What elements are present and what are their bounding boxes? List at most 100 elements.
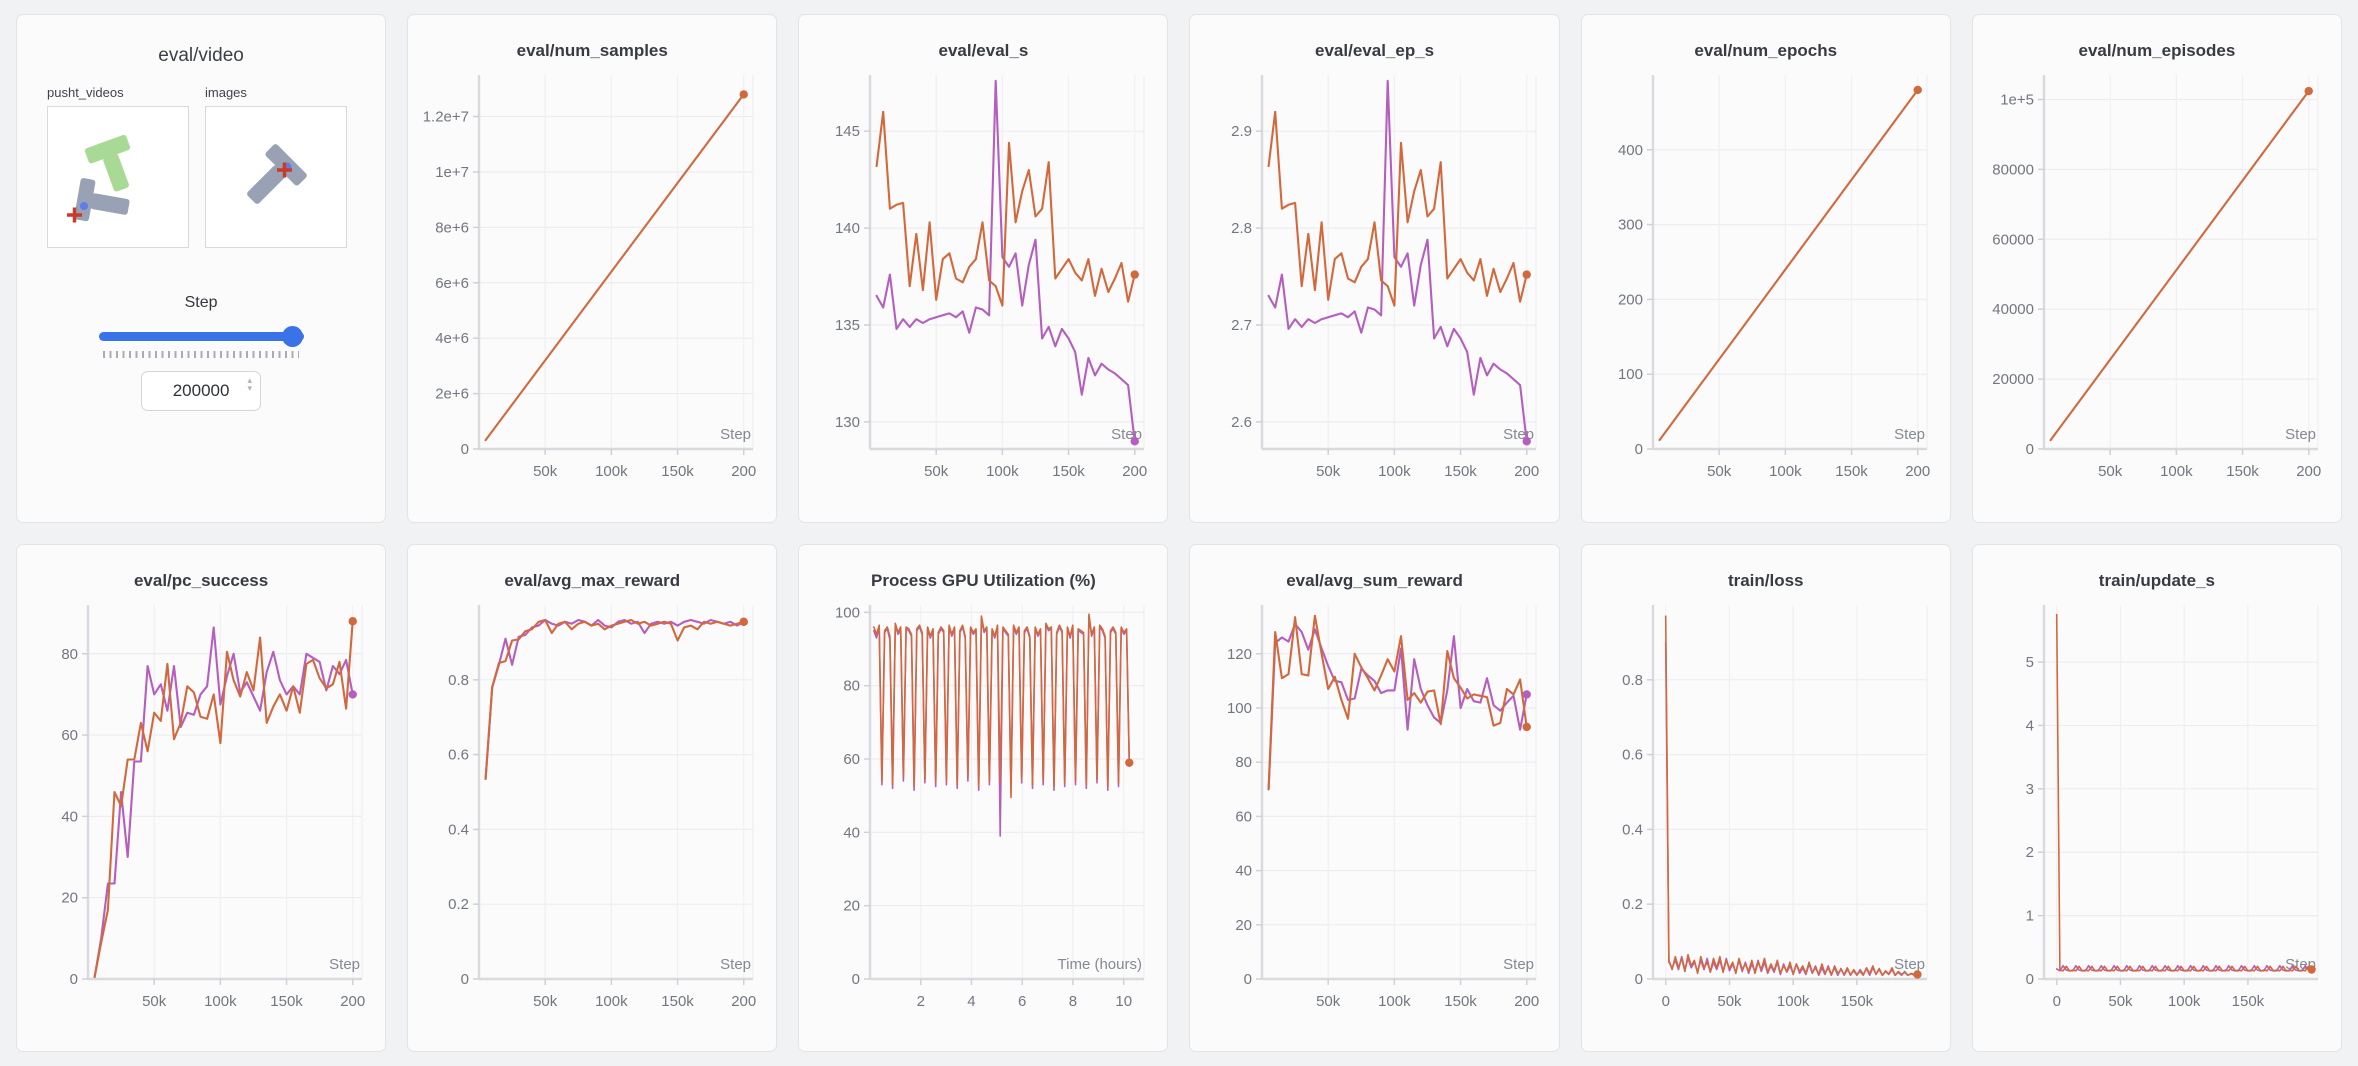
line-chart-num-samples[interactable]: 0 2e+6 4e+6 6e+6 8e+6 1e+7 1.2e+7 50k 100k 150k 20… bbox=[421, 67, 763, 503]
slider-thumb[interactable] bbox=[281, 326, 303, 347]
svg-text:Step: Step bbox=[329, 956, 360, 973]
svg-text:50k: 50k bbox=[142, 993, 167, 1010]
svg-text:Step: Step bbox=[1894, 426, 1925, 443]
svg-text:300: 300 bbox=[1618, 217, 1643, 234]
panel-eval-pc-success[interactable]: eval/pc_success 0 20 40 60 80 50k 100k 150k 200 S… bbox=[16, 543, 387, 1052]
svg-text:50k: 50k bbox=[533, 993, 558, 1010]
svg-text:1: 1 bbox=[2026, 907, 2034, 924]
svg-text:40: 40 bbox=[61, 808, 78, 825]
svg-text:0.8: 0.8 bbox=[448, 671, 469, 688]
step-value: 200000 bbox=[172, 381, 230, 400]
svg-text:50k: 50k bbox=[1707, 463, 1732, 480]
svg-text:100k: 100k bbox=[204, 993, 237, 1010]
slider-track[interactable] bbox=[98, 332, 304, 341]
svg-text:50k: 50k bbox=[2108, 993, 2133, 1010]
svg-text:100k: 100k bbox=[1769, 463, 1802, 480]
svg-text:Step: Step bbox=[1503, 956, 1534, 973]
svg-text:2.7: 2.7 bbox=[1231, 317, 1252, 334]
gray-tee-shape bbox=[74, 178, 130, 222]
chart-title: eval/eval_ep_s bbox=[1315, 41, 1435, 60]
line-chart-num-episodes[interactable]: 0 20000 40000 60000 80000 1e+5 50k 100k 150k 200 S… bbox=[1986, 67, 2328, 503]
panel-train-update-s[interactable]: train/update_s 0 1 2 3 4 5 0 50k 100k 150k Step bbox=[1971, 543, 2342, 1052]
svg-text:200: 200 bbox=[1618, 291, 1643, 308]
svg-text:0: 0 bbox=[461, 441, 469, 458]
line-chart-avg-max-reward[interactable]: 0 0.2 0.4 0.6 0.8 50k 100k 150k 200 Step bbox=[421, 597, 763, 1033]
spinner-up-icon[interactable]: ▴ bbox=[247, 375, 253, 385]
panel-eval-num-samples[interactable]: eval/num_samples 0 2e+6 4e+6 6e+6 8e+6 1e+7 1.… bbox=[407, 14, 778, 523]
svg-text:130: 130 bbox=[835, 414, 860, 431]
svg-text:2: 2 bbox=[2026, 844, 2034, 861]
svg-text:2e+6: 2e+6 bbox=[435, 386, 469, 403]
svg-text:140: 140 bbox=[835, 220, 860, 237]
panel-eval-eval-s[interactable]: eval/eval_s 130 135 140 145 50k 100k 150k 200 St… bbox=[798, 14, 1169, 523]
number-spinner: ▴ ▾ bbox=[247, 375, 253, 393]
svg-text:145: 145 bbox=[835, 123, 860, 140]
panel-eval-avg-max-reward[interactable]: eval/avg_max_reward 0 0.2 0.4 0.6 0.8 50k 100k… bbox=[407, 543, 778, 1052]
svg-text:150k: 150k bbox=[1444, 463, 1477, 480]
svg-text:150k: 150k bbox=[2232, 993, 2265, 1010]
line-chart-num-epochs[interactable]: 0 100 200 300 400 50k 100k 150k 200 Step bbox=[1595, 67, 1937, 503]
svg-text:200: 200 bbox=[1514, 463, 1539, 480]
pusht-video-thumbnail[interactable] bbox=[47, 106, 189, 248]
svg-text:Step: Step bbox=[2285, 426, 2316, 443]
line-chart-avg-sum-reward[interactable]: 0 20 40 60 80 100 120 50k 100k 150k 200 Step bbox=[1204, 597, 1546, 1033]
target-cross-icon bbox=[67, 207, 82, 223]
svg-text:100k: 100k bbox=[1777, 993, 1810, 1010]
svg-text:8e+6: 8e+6 bbox=[435, 219, 469, 236]
images-thumbnail[interactable] bbox=[205, 106, 347, 248]
svg-text:1.2e+7: 1.2e+7 bbox=[423, 109, 469, 126]
panel-eval-num-epochs[interactable]: eval/num_epochs 0 100 200 300 400 50k 100k 150k… bbox=[1580, 14, 1951, 523]
chart-title: Process GPU Utilization (%) bbox=[870, 570, 1096, 590]
chart-title: eval/avg_sum_reward bbox=[1286, 570, 1463, 590]
svg-text:100k: 100k bbox=[595, 463, 628, 480]
svg-text:Time (hours): Time (hours) bbox=[1058, 956, 1142, 973]
svg-text:120: 120 bbox=[1227, 645, 1252, 662]
svg-text:1e+5: 1e+5 bbox=[2000, 91, 2034, 108]
chart-title: eval/pc_success bbox=[133, 570, 269, 590]
svg-text:100k: 100k bbox=[595, 993, 628, 1010]
media-row: pusht_videos images bbox=[17, 85, 385, 248]
panel-eval-video[interactable]: eval/video pusht_videos bbox=[16, 14, 387, 523]
svg-text:100: 100 bbox=[835, 604, 860, 621]
panel-gpu-utilization[interactable]: Process GPU Utilization (%) 0 20 40 60 80 100… bbox=[798, 543, 1169, 1052]
media-item-pusht-videos: pusht_videos bbox=[47, 85, 189, 248]
svg-text:60: 60 bbox=[1235, 808, 1252, 825]
panel-train-loss[interactable]: train/loss 0 0.2 0.4 0.6 0.8 0 50k 100k 150k Step bbox=[1580, 543, 1951, 1052]
svg-text:10: 10 bbox=[1116, 993, 1133, 1010]
svg-text:50k: 50k bbox=[1316, 463, 1341, 480]
svg-text:Step: Step bbox=[1894, 956, 1925, 973]
chart-title: eval/num_samples bbox=[516, 41, 668, 60]
line-chart-pc-success[interactable]: 0 20 40 60 80 50k 100k 150k 200 Step bbox=[30, 597, 372, 1033]
step-number-input[interactable]: 200000 ▴ ▾ bbox=[141, 371, 262, 411]
gray-tee-shape bbox=[247, 144, 307, 204]
svg-text:40: 40 bbox=[1235, 862, 1252, 879]
svg-text:0.6: 0.6 bbox=[1622, 746, 1643, 763]
step-slider-label: Step bbox=[184, 294, 218, 311]
svg-text:20: 20 bbox=[61, 889, 78, 906]
svg-text:200: 200 bbox=[1905, 463, 1930, 480]
svg-text:0: 0 bbox=[2052, 993, 2060, 1010]
svg-text:Step: Step bbox=[720, 956, 751, 973]
svg-text:100k: 100k bbox=[987, 463, 1020, 480]
svg-text:2.6: 2.6 bbox=[1231, 414, 1252, 431]
agent-dot bbox=[80, 202, 88, 210]
panel-eval-num-episodes[interactable]: eval/num_episodes 0 20000 40000 60000 80000 1… bbox=[1971, 14, 2342, 523]
svg-text:50k: 50k bbox=[1316, 993, 1341, 1010]
panel-eval-avg-sum-reward[interactable]: eval/avg_sum_reward 0 20 40 60 80 100 120 50k 10… bbox=[1189, 543, 1560, 1052]
svg-text:0.8: 0.8 bbox=[1622, 671, 1643, 688]
line-chart-gpu-utilization[interactable]: 0 20 40 60 80 100 2 4 6 8 10 Time (hours) bbox=[812, 597, 1154, 1033]
svg-text:50k: 50k bbox=[1717, 993, 1742, 1010]
svg-text:4: 4 bbox=[2026, 717, 2034, 734]
green-tee-shape bbox=[84, 134, 131, 192]
svg-text:200: 200 bbox=[2296, 463, 2321, 480]
svg-text:200: 200 bbox=[1123, 463, 1148, 480]
spinner-down-icon[interactable]: ▾ bbox=[247, 383, 253, 393]
svg-text:400: 400 bbox=[1618, 142, 1643, 159]
panel-eval-eval-ep-s[interactable]: eval/eval_ep_s 2.6 2.7 2.8 2.9 50k 100k 150k 20… bbox=[1189, 14, 1560, 523]
svg-text:20000: 20000 bbox=[1992, 371, 2034, 388]
svg-text:3: 3 bbox=[2026, 780, 2034, 797]
line-chart-train-loss[interactable]: 0 0.2 0.4 0.6 0.8 0 50k 100k 150k Step bbox=[1595, 597, 1937, 1033]
